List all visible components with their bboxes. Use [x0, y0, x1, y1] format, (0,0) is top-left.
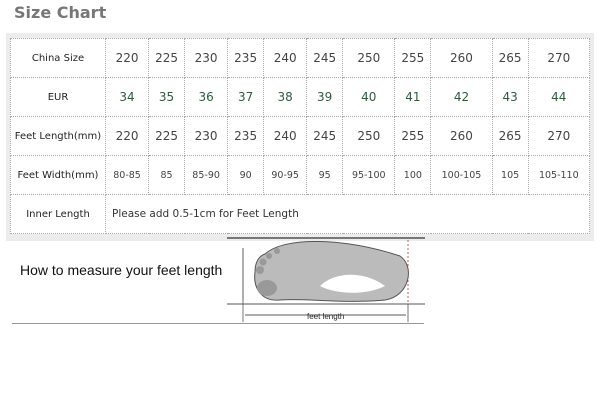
table-cell: 235 [227, 116, 265, 156]
table-cell: 270 [527, 116, 591, 156]
table-cell: 34 [104, 77, 150, 117]
table-cell: 235 [227, 38, 265, 78]
table-cell: 42 [430, 77, 493, 117]
table-cell: 37 [227, 77, 265, 117]
table-cell: 270 [527, 38, 591, 78]
table-cell: 105-110 [527, 155, 591, 195]
table-row: Feet Length(mm) 220 225 230 235 240 245 250 255 2… [10, 116, 591, 156]
table-row: EUR 34 35 36 37 38 39 40 41 42 43 44 [10, 77, 591, 117]
table-cell: 250 [342, 38, 396, 78]
table-cell: 85-90 [184, 155, 229, 195]
table-cell: 95-100 [342, 155, 396, 195]
table-cell: 260 [430, 116, 493, 156]
feet-length-label: feet length [307, 312, 344, 321]
table-cell: 220 [104, 116, 150, 156]
table-row-inner-length: Inner Length Please add 0.5-1cm for Feet … [10, 194, 590, 234]
table-cell: 100-105 [430, 155, 493, 195]
table-cell: 255 [394, 116, 432, 156]
divider [12, 323, 424, 324]
table-cell: 44 [527, 77, 591, 117]
page-title: Size Chart [14, 3, 107, 22]
table-cell: 230 [184, 38, 229, 78]
table-row: Feet Width(mm) 80-85 85 85-90 90 90-95 95 95-10… [10, 155, 591, 195]
table-cell: 41 [394, 77, 432, 117]
size-table: China Size 220 225 230 235 240 245 250 255 260 265… [10, 38, 591, 234]
table-row: China Size 220 225 230 235 240 245 250 255 260 265… [10, 38, 591, 78]
table-cell: 255 [394, 38, 432, 78]
foot-diagram: feet length [227, 237, 425, 322]
table-cell: 250 [342, 116, 396, 156]
table-cell: 38 [263, 77, 308, 117]
table-cell: 265 [491, 116, 529, 156]
table-cell: 230 [184, 116, 229, 156]
table-cell: 95 [306, 155, 344, 195]
table-cell: 245 [306, 38, 344, 78]
table-cell: 90 [227, 155, 265, 195]
measure-heading: How to measure your feet length [20, 262, 223, 278]
row-label: Feet Length(mm) [10, 116, 106, 156]
table-cell: 240 [263, 38, 308, 78]
table-cell: 80-85 [104, 155, 150, 195]
table-cell: 43 [491, 77, 529, 117]
table-cell: 265 [491, 38, 529, 78]
table-cell: 105 [491, 155, 529, 195]
table-cell: 40 [342, 77, 396, 117]
table-cell: 220 [104, 38, 150, 78]
row-label: Inner Length [10, 194, 106, 234]
row-label: EUR [10, 77, 106, 117]
inner-length-note: Please add 0.5-1cm for Feet Length [105, 194, 590, 234]
table-cell: 90-95 [263, 155, 308, 195]
table-cell: 36 [184, 77, 229, 117]
table-cell: 100 [394, 155, 432, 195]
table-cell: 225 [148, 116, 186, 156]
table-cell: 35 [148, 77, 186, 117]
row-label: Feet Width(mm) [10, 155, 106, 195]
row-label: China Size [10, 38, 106, 78]
table-cell: 245 [306, 116, 344, 156]
table-cell: 225 [148, 38, 186, 78]
table-cell: 260 [430, 38, 493, 78]
table-cell: 39 [306, 77, 344, 117]
table-cell: 240 [263, 116, 308, 156]
table-cell: 85 [148, 155, 186, 195]
